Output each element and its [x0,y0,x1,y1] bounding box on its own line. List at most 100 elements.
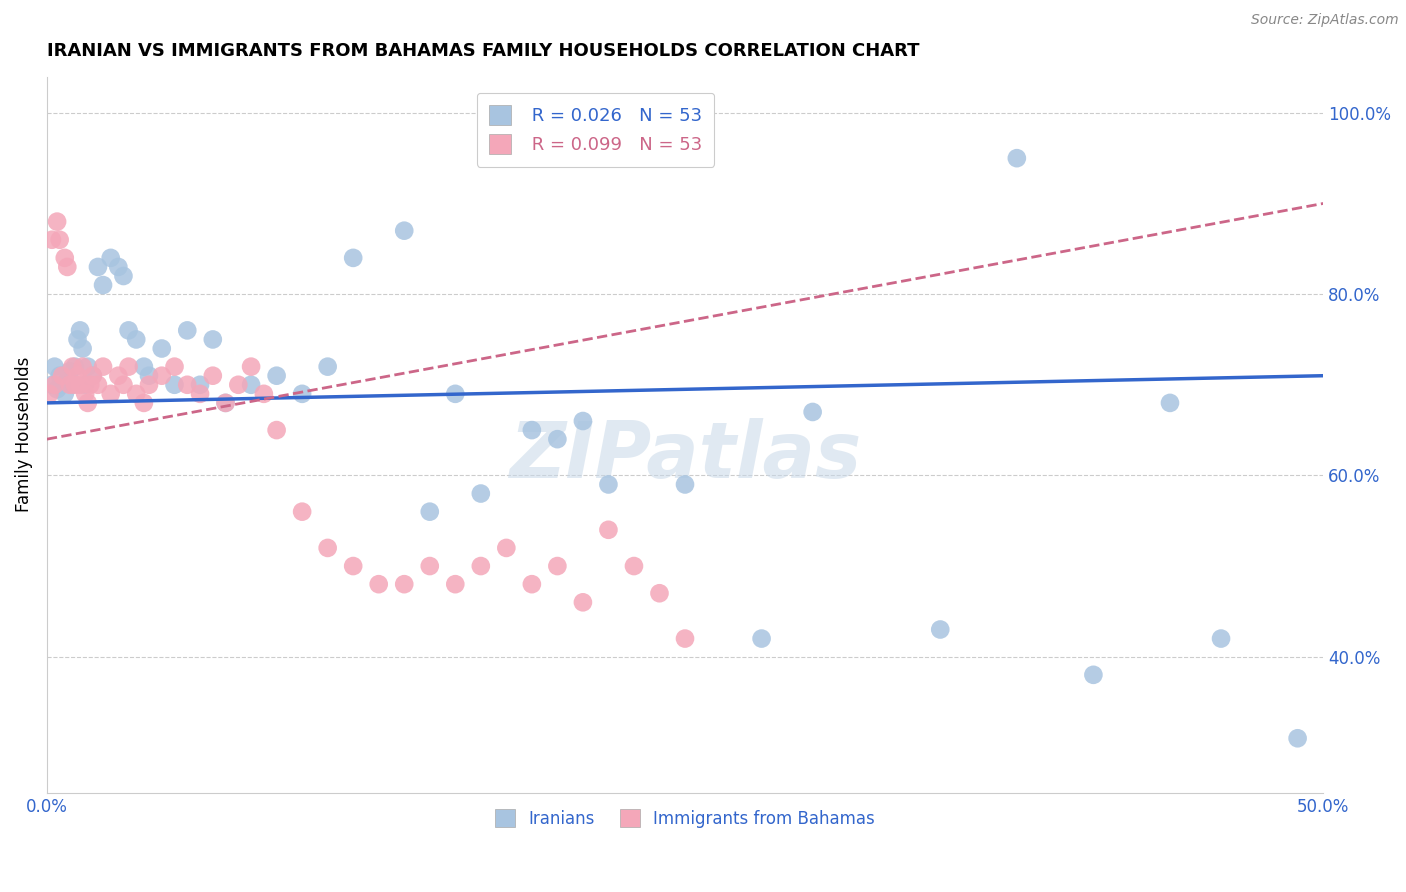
Point [188,387,211,401]
Point [117,323,139,337]
Point [648,586,671,600]
Point [69,377,91,392]
Point [46,382,69,396]
Point [470,486,492,500]
Point [107,260,129,274]
Point [266,368,288,383]
Point [1083,668,1105,682]
Point [91,278,114,293]
Point [495,541,517,555]
Point [112,268,135,283]
Point [188,377,211,392]
Point [56,373,79,387]
Point [316,541,339,555]
Point [56,260,79,274]
Point [419,559,441,574]
Point [572,595,595,609]
Point [66,333,89,347]
Legend: Iranians, Immigrants from Bahamas: Iranians, Immigrants from Bahamas [488,803,882,834]
Point [76,359,98,374]
Point [598,523,620,537]
Point [520,577,543,591]
Point [63,377,86,392]
Point [51,377,73,392]
Point [470,559,492,574]
Point [132,396,155,410]
Point [69,323,91,337]
Point [132,359,155,374]
Point [82,368,104,383]
Point [342,251,364,265]
Point [72,342,94,356]
Point [520,423,543,437]
Point [1159,396,1181,410]
Point [291,387,314,401]
Point [201,368,224,383]
Point [1005,151,1028,165]
Text: Source: ZipAtlas.com: Source: ZipAtlas.com [1251,13,1399,28]
Point [1209,632,1232,646]
Point [1286,731,1309,746]
Point [62,359,84,374]
Point [419,505,441,519]
Point [44,359,66,374]
Point [125,333,148,347]
Point [342,559,364,574]
Point [38,387,60,401]
Point [82,368,104,383]
Point [929,623,952,637]
Point [150,342,173,356]
Point [201,333,224,347]
Point [53,251,76,265]
Point [176,377,198,392]
Point [63,359,86,374]
Point [598,477,620,491]
Point [100,387,122,401]
Point [75,387,97,401]
Text: ZIPatlas: ZIPatlas [509,418,860,494]
Point [87,377,110,392]
Point [75,377,97,392]
Point [163,359,186,374]
Point [163,377,186,392]
Point [444,577,467,591]
Point [138,368,160,383]
Point [138,377,160,392]
Point [673,477,696,491]
Text: IRANIAN VS IMMIGRANTS FROM BAHAMAS FAMILY HOUSEHOLDS CORRELATION CHART: IRANIAN VS IMMIGRANTS FROM BAHAMAS FAMIL… [46,42,920,60]
Point [125,387,148,401]
Point [214,396,236,410]
Point [291,505,314,519]
Point [572,414,595,428]
Point [266,423,288,437]
Point [240,377,263,392]
Point [316,359,339,374]
Point [48,368,70,383]
Point [53,387,76,401]
Point [41,377,63,392]
Point [253,387,276,401]
Point [751,632,773,646]
Point [150,368,173,383]
Point [214,396,236,410]
Point [44,377,66,392]
Point [394,224,416,238]
Point [673,632,696,646]
Point [112,377,135,392]
Y-axis label: Family Households: Family Households [15,357,32,512]
Point [107,368,129,383]
Point [546,559,568,574]
Point [76,396,98,410]
Point [546,432,568,446]
Point [66,368,89,383]
Point [228,377,250,392]
Point [79,377,101,392]
Point [48,233,70,247]
Point [51,368,73,383]
Point [801,405,824,419]
Point [59,377,82,392]
Point [72,359,94,374]
Point [62,377,84,392]
Point [394,577,416,591]
Point [87,260,110,274]
